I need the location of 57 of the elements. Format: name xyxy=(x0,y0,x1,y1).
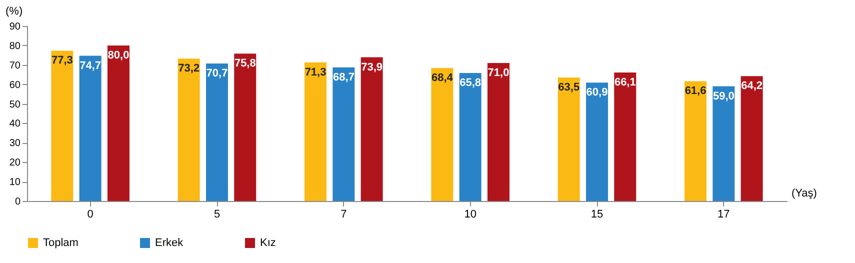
data-label: 70,7 xyxy=(206,68,228,80)
x-tick-label: 10 xyxy=(464,208,476,220)
data-label: 73,9 xyxy=(361,61,383,74)
bar xyxy=(740,76,763,201)
x-tick-label: 7 xyxy=(340,208,347,220)
x-tick-label: 5 xyxy=(214,208,220,220)
y-tick-label: 60 xyxy=(9,80,21,91)
data-label: 60,9 xyxy=(586,86,608,99)
data-label: 64,2 xyxy=(741,80,763,92)
data-label: 65,8 xyxy=(460,77,482,90)
bar xyxy=(304,62,327,201)
data-label: 66,1 xyxy=(614,76,636,88)
y-tick-label: 70 xyxy=(9,60,21,72)
y-tick-label: 0 xyxy=(14,196,21,208)
bar xyxy=(487,62,510,201)
bar xyxy=(107,45,130,201)
bar xyxy=(586,82,608,201)
bar xyxy=(712,86,735,201)
legend-label: Erkek xyxy=(155,237,184,249)
bar xyxy=(684,81,707,201)
data-label: 77,3 xyxy=(51,54,73,67)
y-tick-label: 40 xyxy=(9,118,21,130)
bar xyxy=(558,78,580,201)
bar xyxy=(614,72,636,201)
bar xyxy=(360,57,383,201)
data-label: 71,0 xyxy=(488,66,510,79)
x-tick-label: 15 xyxy=(590,208,604,220)
bar xyxy=(332,67,355,201)
bar xyxy=(206,64,228,201)
data-label: 63,5 xyxy=(558,82,580,94)
data-label: 61,6 xyxy=(684,85,706,98)
bar xyxy=(51,50,74,201)
y-tick-label: 10 xyxy=(9,177,21,188)
x-tick-label: 0 xyxy=(87,208,94,220)
data-label: 80,0 xyxy=(108,49,130,62)
data-label: 68,7 xyxy=(332,71,354,84)
bar xyxy=(79,56,102,201)
data-label: 74,7 xyxy=(80,60,102,72)
y-tick-label: 30 xyxy=(9,138,21,150)
y-tick-label: 90 xyxy=(9,22,21,32)
y-tick-label: 80 xyxy=(9,40,21,52)
bar xyxy=(234,54,256,201)
y-axis-title: (%) xyxy=(6,6,23,18)
data-label: 68,4 xyxy=(431,72,454,84)
bar xyxy=(459,73,482,201)
y-tick-label: 50 xyxy=(9,99,21,110)
x-axis-title: (Yaş) xyxy=(792,188,817,200)
x-tick-label: 17 xyxy=(718,208,730,220)
bar xyxy=(431,68,454,201)
data-label: 59,0 xyxy=(712,90,734,102)
data-label: 73,2 xyxy=(178,62,200,75)
bar xyxy=(178,58,200,201)
y-tick-label: 20 xyxy=(9,158,21,169)
data-label: 75,8 xyxy=(234,58,256,70)
data-label: 71,3 xyxy=(304,66,326,78)
legend-label: Kız xyxy=(260,237,276,249)
legend-label: Toplam xyxy=(43,237,78,249)
